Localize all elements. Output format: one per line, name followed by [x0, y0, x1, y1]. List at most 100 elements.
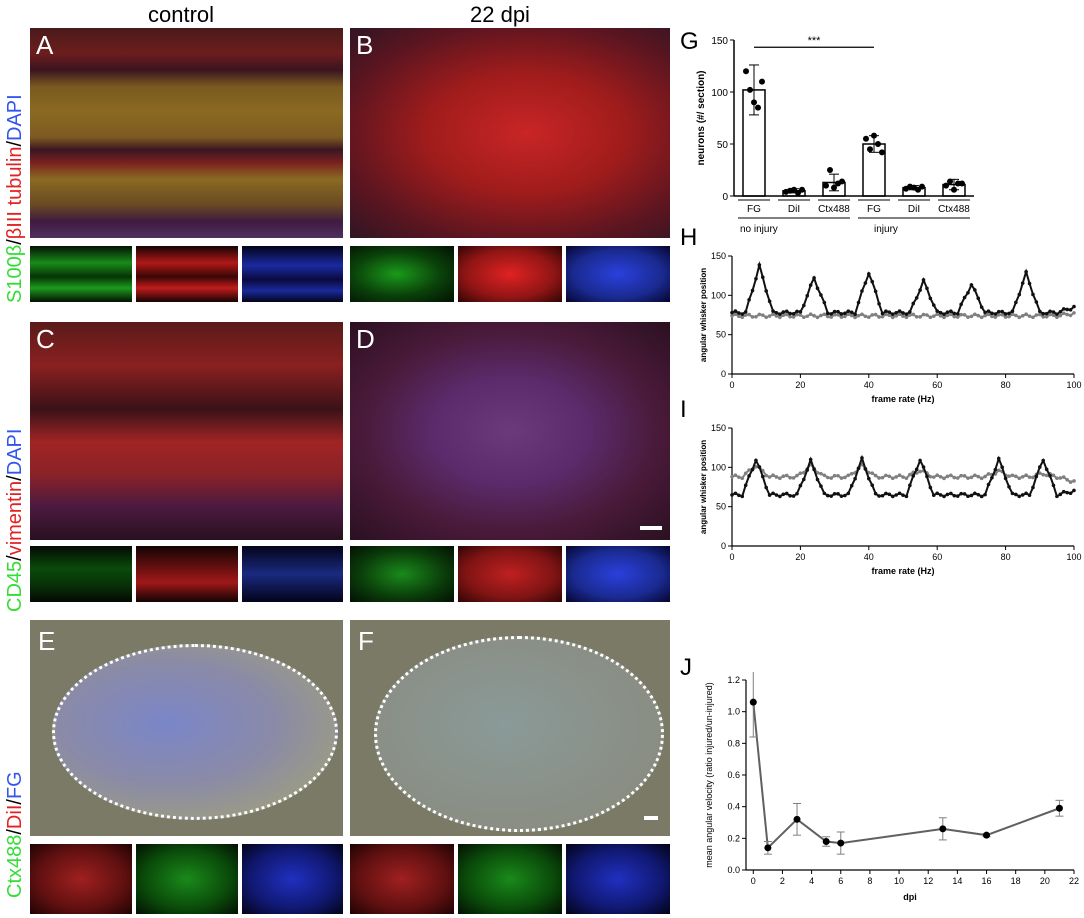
data-point	[839, 178, 845, 185]
data-point	[774, 311, 779, 315]
data-point	[969, 493, 974, 498]
data-point	[764, 315, 768, 320]
data-point	[908, 310, 912, 314]
data-point	[791, 494, 796, 498]
data-point	[918, 315, 922, 319]
data-point	[908, 472, 912, 477]
data-point	[829, 494, 833, 498]
data-point	[863, 314, 868, 319]
data-point	[925, 474, 929, 479]
data-point	[760, 313, 765, 317]
data-point	[894, 493, 898, 497]
data-point	[825, 475, 830, 480]
data-point	[743, 483, 748, 488]
data-point	[873, 491, 878, 496]
data-point	[799, 186, 805, 193]
data-point	[1003, 315, 1008, 319]
x-tick-label: Ctx488	[818, 204, 850, 215]
data-point	[914, 314, 919, 319]
data-point	[808, 457, 813, 462]
data-point	[945, 310, 950, 314]
data-point	[819, 484, 823, 488]
data-point	[754, 277, 758, 281]
data-point	[1027, 493, 1032, 498]
data-point	[1038, 309, 1042, 314]
data-point	[740, 315, 745, 320]
data-point	[976, 296, 981, 301]
data-point	[754, 458, 758, 463]
data-point	[860, 456, 864, 460]
data-point	[839, 312, 844, 316]
data-point	[853, 315, 857, 320]
data-point	[1010, 473, 1015, 478]
data-point	[877, 494, 881, 498]
data-point	[1051, 310, 1056, 314]
data-point	[908, 313, 912, 317]
data-point	[798, 310, 803, 314]
data-point	[781, 492, 786, 497]
data-point	[993, 315, 998, 319]
x-tick-label: 8	[867, 876, 872, 886]
data-point	[757, 312, 762, 317]
micrograph-panel-a: A	[30, 28, 343, 238]
data-point	[1068, 480, 1073, 484]
data-point	[831, 184, 837, 191]
data-point	[1041, 472, 1046, 477]
data-point	[969, 314, 974, 319]
data-point	[1027, 475, 1032, 479]
row-label-segment: /	[4, 475, 26, 481]
data-point	[976, 474, 981, 479]
data-point	[836, 473, 840, 478]
data-point	[863, 281, 868, 285]
data-point	[983, 310, 987, 315]
data-point	[1024, 269, 1028, 274]
data-point	[914, 296, 919, 300]
data-point	[935, 309, 939, 313]
data-point	[802, 477, 806, 482]
data-point	[750, 467, 755, 472]
data-point	[921, 312, 926, 317]
y-tick-label: 0	[722, 192, 728, 203]
data-point	[822, 300, 827, 305]
data-point	[904, 476, 909, 481]
data-point	[959, 491, 963, 496]
data-point	[1044, 467, 1049, 472]
y-axis-label: angular whisker position	[699, 440, 708, 534]
data-point	[812, 313, 816, 318]
data-point	[921, 465, 926, 469]
data-point	[863, 467, 868, 471]
data-point	[993, 312, 998, 316]
thumbnail-d-red	[458, 546, 562, 602]
data-point	[1055, 312, 1059, 316]
data-point	[996, 309, 1001, 314]
data-point	[979, 476, 984, 481]
x-tick-label: 0	[729, 380, 734, 390]
row-label-segment: /	[4, 140, 26, 147]
data-point	[1014, 492, 1018, 497]
data-point	[843, 493, 847, 498]
data-point	[938, 314, 943, 318]
data-point	[949, 309, 953, 314]
data-point	[873, 289, 878, 294]
x-tick-label: 100	[1066, 380, 1081, 390]
data-point	[1010, 491, 1015, 496]
data-point	[1007, 314, 1011, 319]
data-point	[819, 313, 823, 318]
chart-panel-g: 0 50 100 150 neurons (#/ section) FG DiI Ctx488…	[696, 35, 974, 235]
row-label-segment: βIII tubulin	[4, 146, 26, 240]
data-point	[880, 314, 885, 319]
y-tick-label: 0	[721, 541, 726, 551]
data-point	[743, 471, 748, 476]
data-point	[1058, 309, 1063, 314]
data-point	[945, 474, 950, 479]
data-point	[1048, 312, 1052, 317]
data-point	[894, 310, 898, 315]
data-point	[1024, 491, 1028, 496]
data-point	[979, 315, 984, 320]
data-point	[955, 476, 960, 480]
row-label-segment: vimentin	[4, 480, 26, 556]
micrograph-panel-d: D	[350, 322, 670, 540]
data-point	[1072, 488, 1076, 493]
thumbnail-e-red	[30, 844, 132, 914]
row-label-cd45-vimentin-dapi: CD45/vimentin/DAPI	[4, 429, 27, 612]
